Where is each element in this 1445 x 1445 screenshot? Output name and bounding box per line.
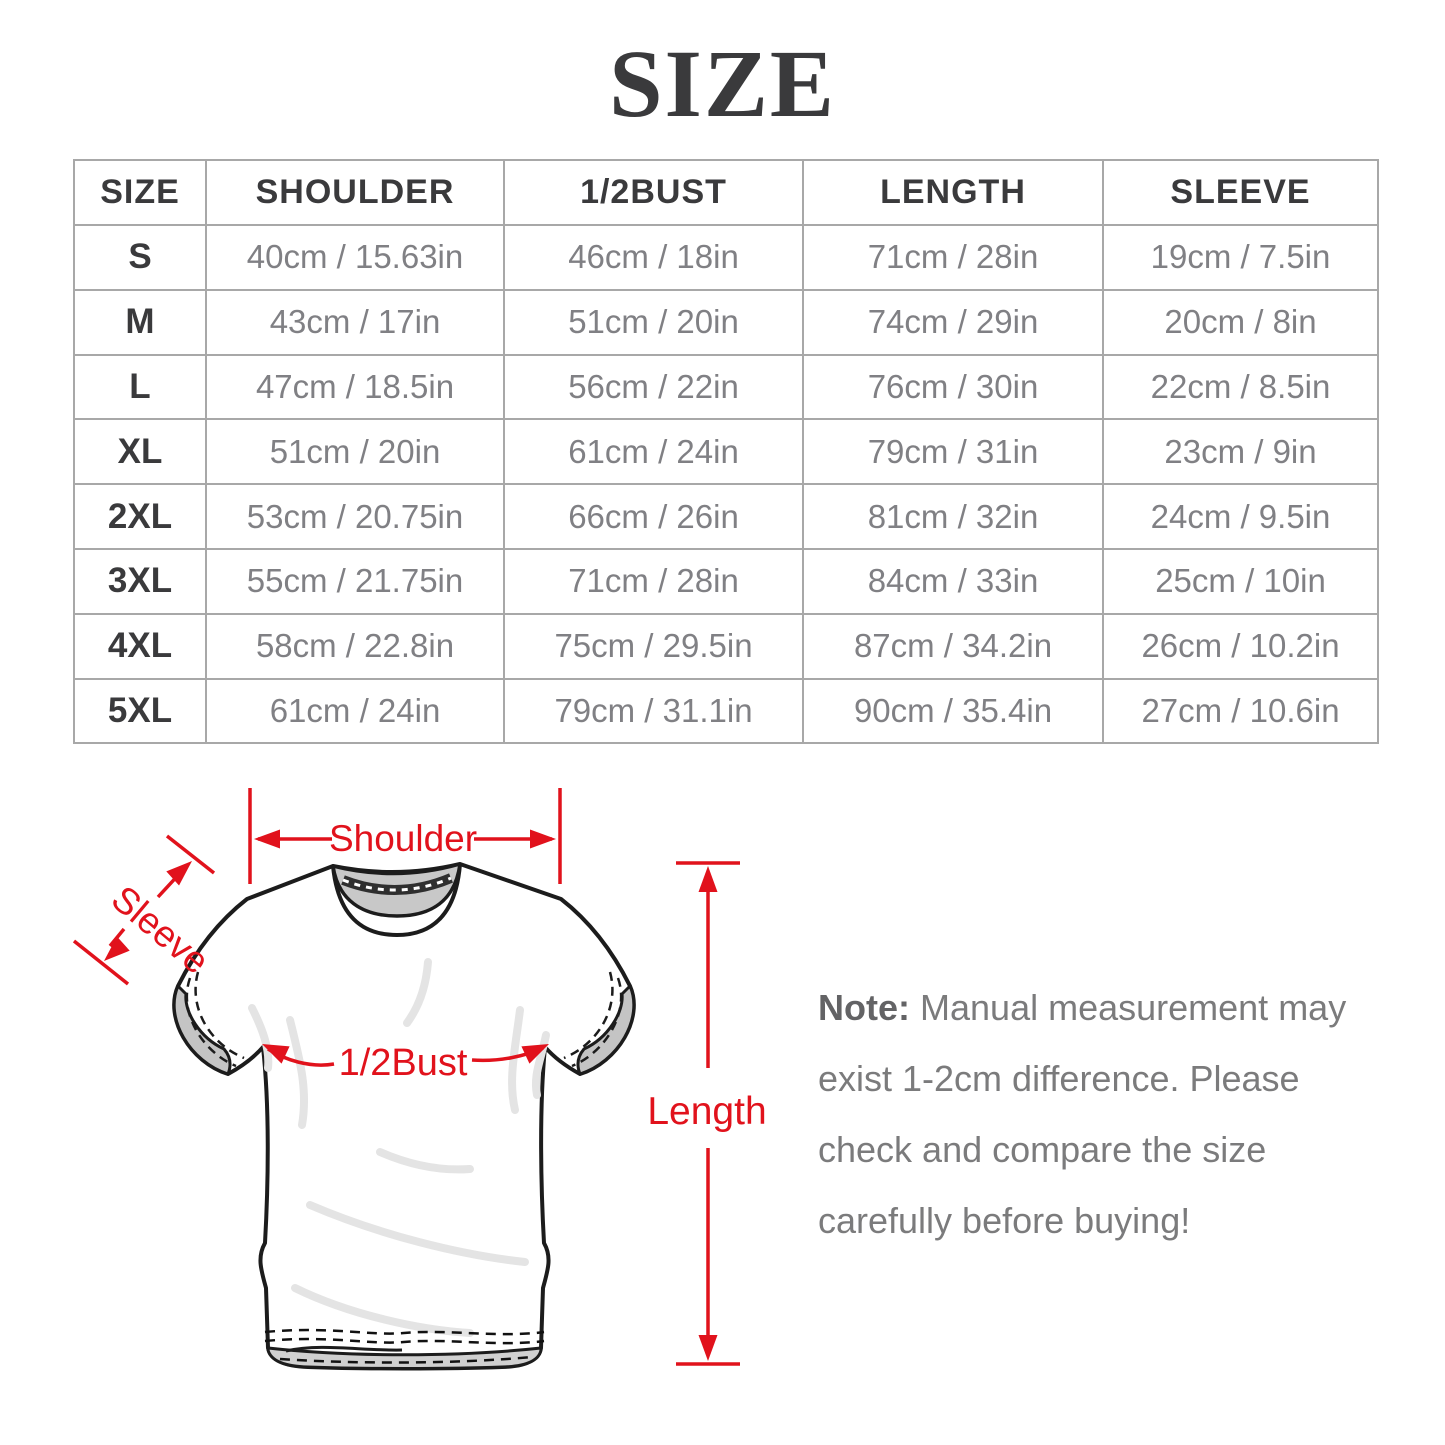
sleeve-cell: 25cm / 10in [1102,547,1379,615]
note-line: carefully before buying! [818,1200,1191,1241]
shoulder-arrow: Shoulder [248,788,562,884]
size-cell: 5XL [73,677,207,745]
shoulder-cell: 55cm / 21.75in [205,547,505,615]
table-row: L 47cm / 18.5in 56cm / 22in 76cm / 30in 22cm… [73,353,1379,421]
length-cell: 81cm / 32in [802,483,1104,550]
tshirt-measurement-diagram: Shoulder Sleeve 1/2Bust [72,788,767,1371]
collar-outer-band [331,863,462,938]
shoulder-label: Shoulder [329,818,477,859]
size-cell: L [73,353,207,421]
table-row: M 43cm / 17in 51cm / 20in 74cm / 29in 20cm /… [73,288,1379,356]
sleeve-cell: 27cm / 10.6in [1102,677,1379,745]
right-cuff [576,984,636,1076]
column-header: LENGTH [802,159,1104,226]
column-header: SIZE [73,159,207,226]
sleeve-arrow: Sleeve [72,834,217,986]
note-line: exist 1-2cm difference. Please [818,1058,1300,1099]
collar-rib-stitch [342,876,452,892]
sleeve-cell: 19cm / 7.5in [1102,224,1379,291]
size-table: SIZE SHOULDER 1/2BUST LENGTH SLEEVE S 40cm / … [73,159,1379,745]
column-header: SLEEVE [1102,159,1379,226]
table-row: XL 51cm / 20in 61cm / 24in 79cm / 31in 23cm … [73,418,1379,486]
hem-fold-line [285,1345,403,1353]
sleeve-cell: 23cm / 9in [1102,418,1379,486]
note-block: Note: Manual measurement may exist 1-2cm… [818,972,1383,1256]
hem-stitches [264,1328,545,1364]
shoulder-cell: 53cm / 20.75in [205,483,505,550]
column-header: SHOULDER [205,159,505,226]
right-cuff-stitches [563,971,623,1068]
length-cell: 87cm / 34.2in [802,612,1104,680]
size-cell: 2XL [73,483,207,550]
header-row: SIZE SHOULDER 1/2BUST LENGTH SLEEVE [73,159,1379,226]
half_bust-cell: 46cm / 18in [503,224,804,291]
page-title: SIZE [609,30,836,137]
half_bust-cell: 75cm / 29.5in [503,612,804,680]
shoulder-cell: 40cm / 15.63in [205,224,505,291]
tshirt-body [172,862,636,1371]
table-row: 5XL 61cm / 24in 79cm / 31.1in 90cm / 35.4in… [73,677,1379,745]
half_bust-cell: 56cm / 22in [503,353,804,421]
half_bust-cell: 71cm / 28in [503,547,804,615]
length-cell: 90cm / 35.4in [802,677,1104,745]
column-header: 1/2BUST [503,159,804,226]
size-cell: XL [73,418,207,486]
length-cell: 84cm / 33in [802,547,1104,615]
half_bust-cell: 61cm / 24in [503,418,804,486]
note-line: check and compare the size [818,1129,1267,1170]
length-cell: 71cm / 28in [802,224,1104,291]
hem-band [266,1346,543,1370]
table-row: S 40cm / 15.63in 46cm / 18in 71cm / 28in 19c… [73,224,1379,291]
left-cuff-stitches [185,971,245,1068]
sleeve-cell: 26cm / 10.2in [1102,612,1379,680]
half-bust-label: 1/2Bust [339,1042,468,1084]
sleeve-cell: 22cm / 8.5in [1102,353,1379,421]
size-cell: S [73,224,207,291]
half_bust-cell: 66cm / 26in [503,483,804,550]
size-table-body: S 40cm / 15.63in 46cm / 18in 71cm / 28in 19c… [73,224,1379,745]
note-label: Note: [818,987,910,1028]
size-table-header: SIZE SHOULDER 1/2BUST LENGTH SLEEVE [73,159,1379,226]
shoulder-cell: 61cm / 24in [205,677,505,745]
half_bust-cell: 79cm / 31.1in [503,677,804,745]
half-bust-arrow: 1/2Bust [262,1042,549,1084]
length-cell: 79cm / 31in [802,418,1104,486]
size-cell: M [73,288,207,356]
length-cell: 74cm / 29in [802,288,1104,356]
shoulder-cell: 47cm / 18.5in [205,353,505,421]
shoulder-cell: 58cm / 22.8in [205,612,505,680]
size-cell: 3XL [73,547,207,615]
sleeve-cell: 24cm / 9.5in [1102,483,1379,550]
table-row: 3XL 55cm / 21.75in 71cm / 28in 84cm / 33in 2… [73,547,1379,615]
table-row: 2XL 53cm / 20.75in 66cm / 26in 81cm / 32in 2… [73,483,1379,550]
tshirt-illustration [172,862,636,1371]
table-row: 4XL 58cm / 22.8in 75cm / 29.5in 87cm / 34.2… [73,612,1379,680]
sleeve-cell: 20cm / 8in [1102,288,1379,356]
note-line: Note: Manual measurement may [818,987,1347,1028]
length-arrow: Length [647,861,767,1366]
half_bust-cell: 51cm / 20in [503,288,804,356]
size-cell: 4XL [73,612,207,680]
length-label: Length [647,1090,766,1133]
length-cell: 76cm / 30in [802,353,1104,421]
left-cuff [172,984,232,1076]
shoulder-cell: 51cm / 20in [205,418,505,486]
shoulder-cell: 43cm / 17in [205,288,505,356]
wrinkle-shading [248,958,550,1337]
